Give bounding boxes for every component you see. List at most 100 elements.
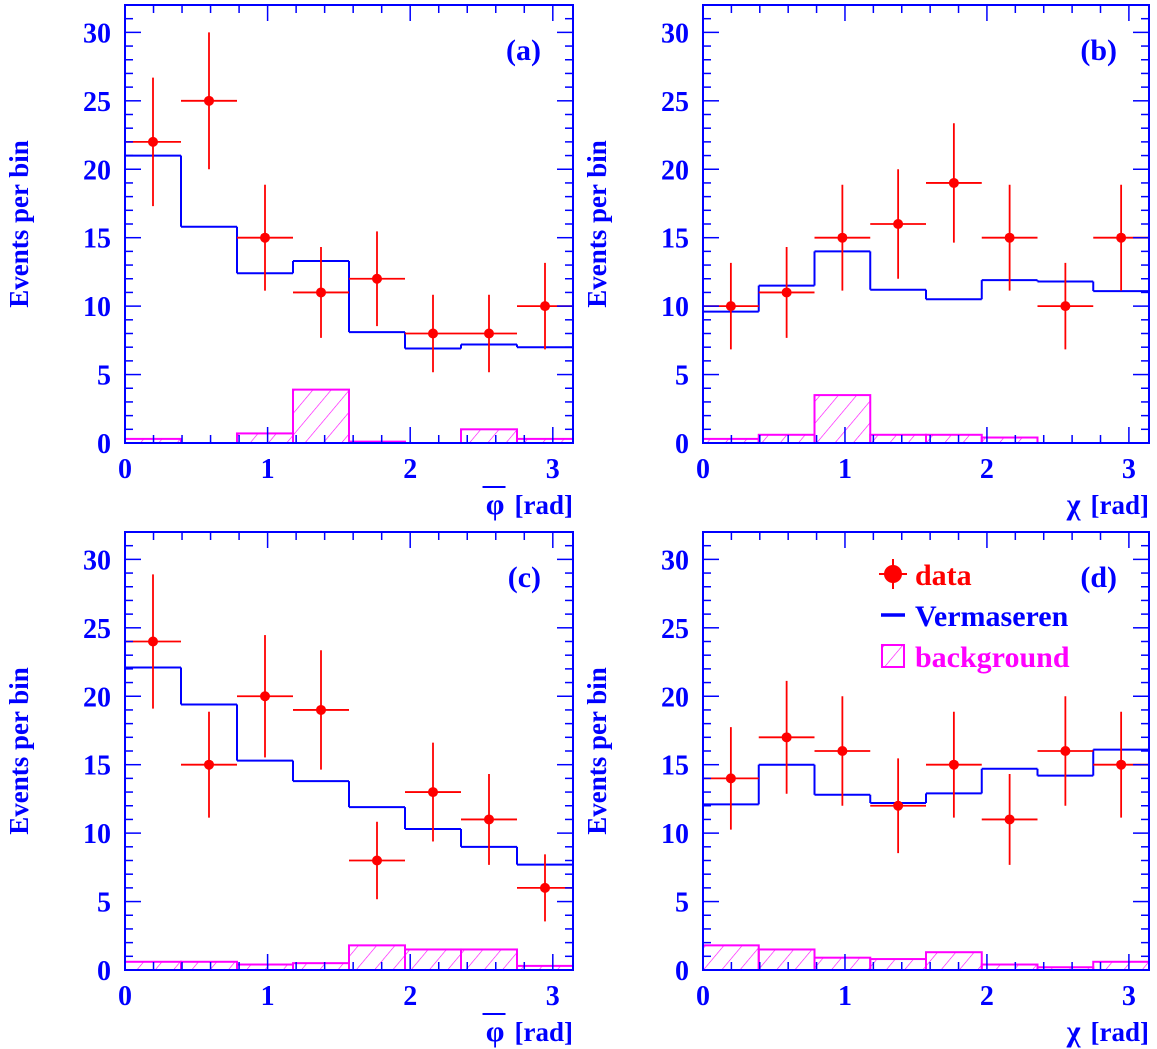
x-axis-label-unit: [rad] [1091,490,1149,520]
x-axis-label-unit: [rad] [515,490,573,520]
y-tick-label: 15 [83,224,111,255]
y-tick-label: 5 [97,888,111,919]
y-tick-label: 30 [83,18,111,49]
panel-label: (d) [1080,561,1117,594]
background-bin [293,390,349,443]
x-tick-label: 1 [261,981,275,1012]
data-point [181,712,237,818]
y-tick-label: 25 [83,87,111,118]
data-point [405,295,461,372]
panel-label: (a) [506,34,541,67]
panel-label: (c) [508,561,541,594]
data-point [982,774,1038,865]
data-point [870,169,926,279]
y-axis-label: Events per bin [4,667,34,835]
y-tick-label: 20 [661,155,689,186]
x-tick-label: 1 [261,454,275,485]
plot-frame [125,5,573,443]
y-tick-label: 30 [661,545,689,576]
data-point [926,712,982,818]
y-tick-label: 25 [661,87,689,118]
data-point [870,758,926,853]
x-tick-label: 0 [696,981,710,1012]
data-point [461,295,517,372]
x-axis-label-symbol: φ [486,1015,505,1048]
legend-label: data [915,559,972,592]
background-bin [759,949,815,970]
y-axis-label: Events per bin [582,140,612,308]
y-tick-label: 10 [661,819,689,850]
x-axis-label-unit: [rad] [1091,1017,1149,1047]
data-point [181,32,237,169]
panel-label: (b) [1080,34,1117,67]
data-point [982,185,1038,291]
y-tick-label: 0 [97,429,111,460]
x-tick-label: 1 [838,454,852,485]
data-point [759,681,815,794]
background-bin [461,949,517,970]
data-point [293,650,349,769]
background-bin [815,395,871,443]
y-tick-label: 0 [97,956,111,987]
x-tick-label: 0 [118,454,132,485]
x-tick-label: 3 [1122,454,1136,485]
legend-entry-model: Vermaseren [881,600,1069,633]
data-point [926,123,982,242]
data-point [759,247,815,338]
data-point [125,78,181,206]
x-tick-label: 3 [546,454,560,485]
background-bin [237,433,293,443]
x-tick-label: 3 [546,981,560,1012]
data-point [461,774,517,865]
x-tick-label: 1 [838,981,852,1012]
y-tick-label: 25 [661,614,689,645]
x-axis-label-symbol: χ [1066,1015,1082,1048]
y-axis-label: Events per bin [4,140,34,308]
background-bin [293,963,349,970]
y-tick-label: 0 [675,956,689,987]
x-tick-label: 2 [980,981,994,1012]
data-point [125,574,181,708]
y-tick-label: 10 [661,292,689,323]
legend-data-dot [884,565,902,583]
x-tick-label: 0 [696,454,710,485]
background-bin [405,949,461,970]
legend-background-box [882,645,904,667]
y-tick-label: 25 [83,614,111,645]
background-bin [815,958,871,970]
x-tick-label: 2 [980,454,994,485]
background-bin [926,952,982,970]
y-tick-label: 30 [661,18,689,49]
x-axis-label-unit: [rad] [515,1017,573,1047]
y-tick-label: 15 [83,751,111,782]
y-tick-label: 0 [675,429,689,460]
y-tick-label: 10 [83,819,111,850]
background-bin [181,962,237,970]
data-point [815,696,871,806]
y-tick-label: 20 [661,682,689,713]
background-bin [349,945,405,970]
y-tick-label: 20 [83,155,111,186]
y-tick-label: 5 [97,361,111,392]
legend-label: background [915,641,1070,674]
data-point [349,822,405,899]
y-tick-label: 20 [83,682,111,713]
y-tick-label: 10 [83,292,111,323]
legend-entry-data: data [879,559,972,592]
data-point [815,185,871,291]
legend: data Vermaseren background [879,559,1070,674]
y-tick-label: 5 [675,361,689,392]
background-bin [870,435,926,443]
data-point [1038,696,1094,806]
background-bin [759,435,815,443]
x-axis-label-symbol: χ [1066,488,1082,521]
background-bin [461,429,517,443]
x-tick-label: 2 [403,454,417,485]
legend-label: Vermaseren [915,600,1069,633]
y-tick-label: 15 [661,751,689,782]
legend-entry-background: background [882,641,1070,674]
